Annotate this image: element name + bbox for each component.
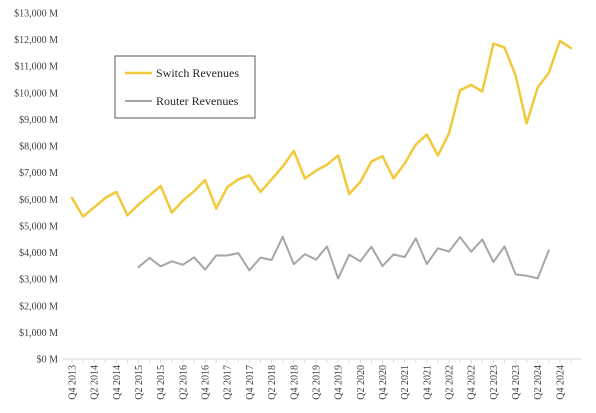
x-tick-label: Q2 2020	[356, 365, 367, 400]
x-tick-label: Q4 2018	[289, 365, 300, 400]
y-tick-label: $2,000 M	[19, 301, 58, 312]
legend-label-switch: Switch Revenues	[156, 66, 239, 80]
legend: Switch Revenues Router Revenues	[114, 55, 256, 119]
legend-label-router: Router Revenues	[156, 94, 239, 108]
y-tick-label: $5,000 M	[19, 221, 58, 232]
x-tick-label: Q4 2015	[156, 365, 167, 400]
x-tick-label: Q4 2013	[68, 365, 79, 400]
y-tick-label: $3,000 M	[19, 275, 58, 286]
x-axis-tick-labels: Q4 2013 Q2 2014 Q4 2014 Q2 2015 Q4 2015 Q2 20…	[68, 365, 567, 400]
y-tick-label: $1,000 M	[19, 328, 58, 339]
y-tick-label: $9,000 M	[19, 115, 58, 126]
x-tick-label: Q2 2015	[134, 365, 145, 400]
x-tick-label: Q4 2017	[245, 365, 256, 400]
x-tick-label: Q2 2018	[267, 365, 278, 400]
x-tick-label: Q4 2024	[555, 365, 566, 400]
x-tick-label: Q2 2022	[445, 365, 456, 400]
x-tick-label: Q2 2017	[223, 365, 234, 400]
series-line-switch-revenues	[70, 39, 573, 218]
x-tick-label: Q4 2021	[422, 365, 433, 400]
y-tick-label: $7,000 M	[19, 168, 58, 179]
y-tick-label: $6,000 M	[19, 195, 58, 206]
x-axis-ticks	[71, 359, 572, 363]
x-tick-label: Q2 2023	[489, 365, 500, 400]
x-tick-label: Q4 2014	[112, 365, 123, 400]
x-tick-label: Q2 2014	[90, 365, 101, 400]
y-tick-label: $11,000 M	[14, 62, 58, 73]
x-tick-label: Q4 2023	[511, 365, 522, 400]
y-tick-label: $10,000 M	[14, 88, 58, 99]
x-tick-label: Q2 2024	[533, 365, 544, 400]
series-line-router-revenues	[137, 235, 550, 280]
x-tick-label: Q4 2020	[378, 365, 389, 400]
x-tick-label: Q4 2016	[201, 365, 212, 400]
y-tick-label: $12,000 M	[14, 35, 58, 46]
x-tick-label: Q4 2019	[334, 365, 345, 400]
y-tick-label: $4,000 M	[19, 248, 58, 259]
series-layer	[70, 39, 573, 280]
y-axis-tick-labels: $0 M $1,000 M $2,000 M $3,000 M $4,000 M $5,0…	[14, 9, 58, 366]
y-tick-label: $0 M	[37, 355, 59, 366]
legend-box	[114, 55, 256, 119]
x-tick-label: Q2 2016	[178, 365, 189, 400]
y-tick-label: $13,000 M	[14, 9, 58, 20]
y-tick-label: $8,000 M	[19, 142, 58, 153]
x-tick-label: Q2 2021	[400, 365, 411, 400]
x-tick-label: Q4 2022	[467, 365, 478, 400]
x-tick-label: Q2 2019	[311, 365, 322, 400]
